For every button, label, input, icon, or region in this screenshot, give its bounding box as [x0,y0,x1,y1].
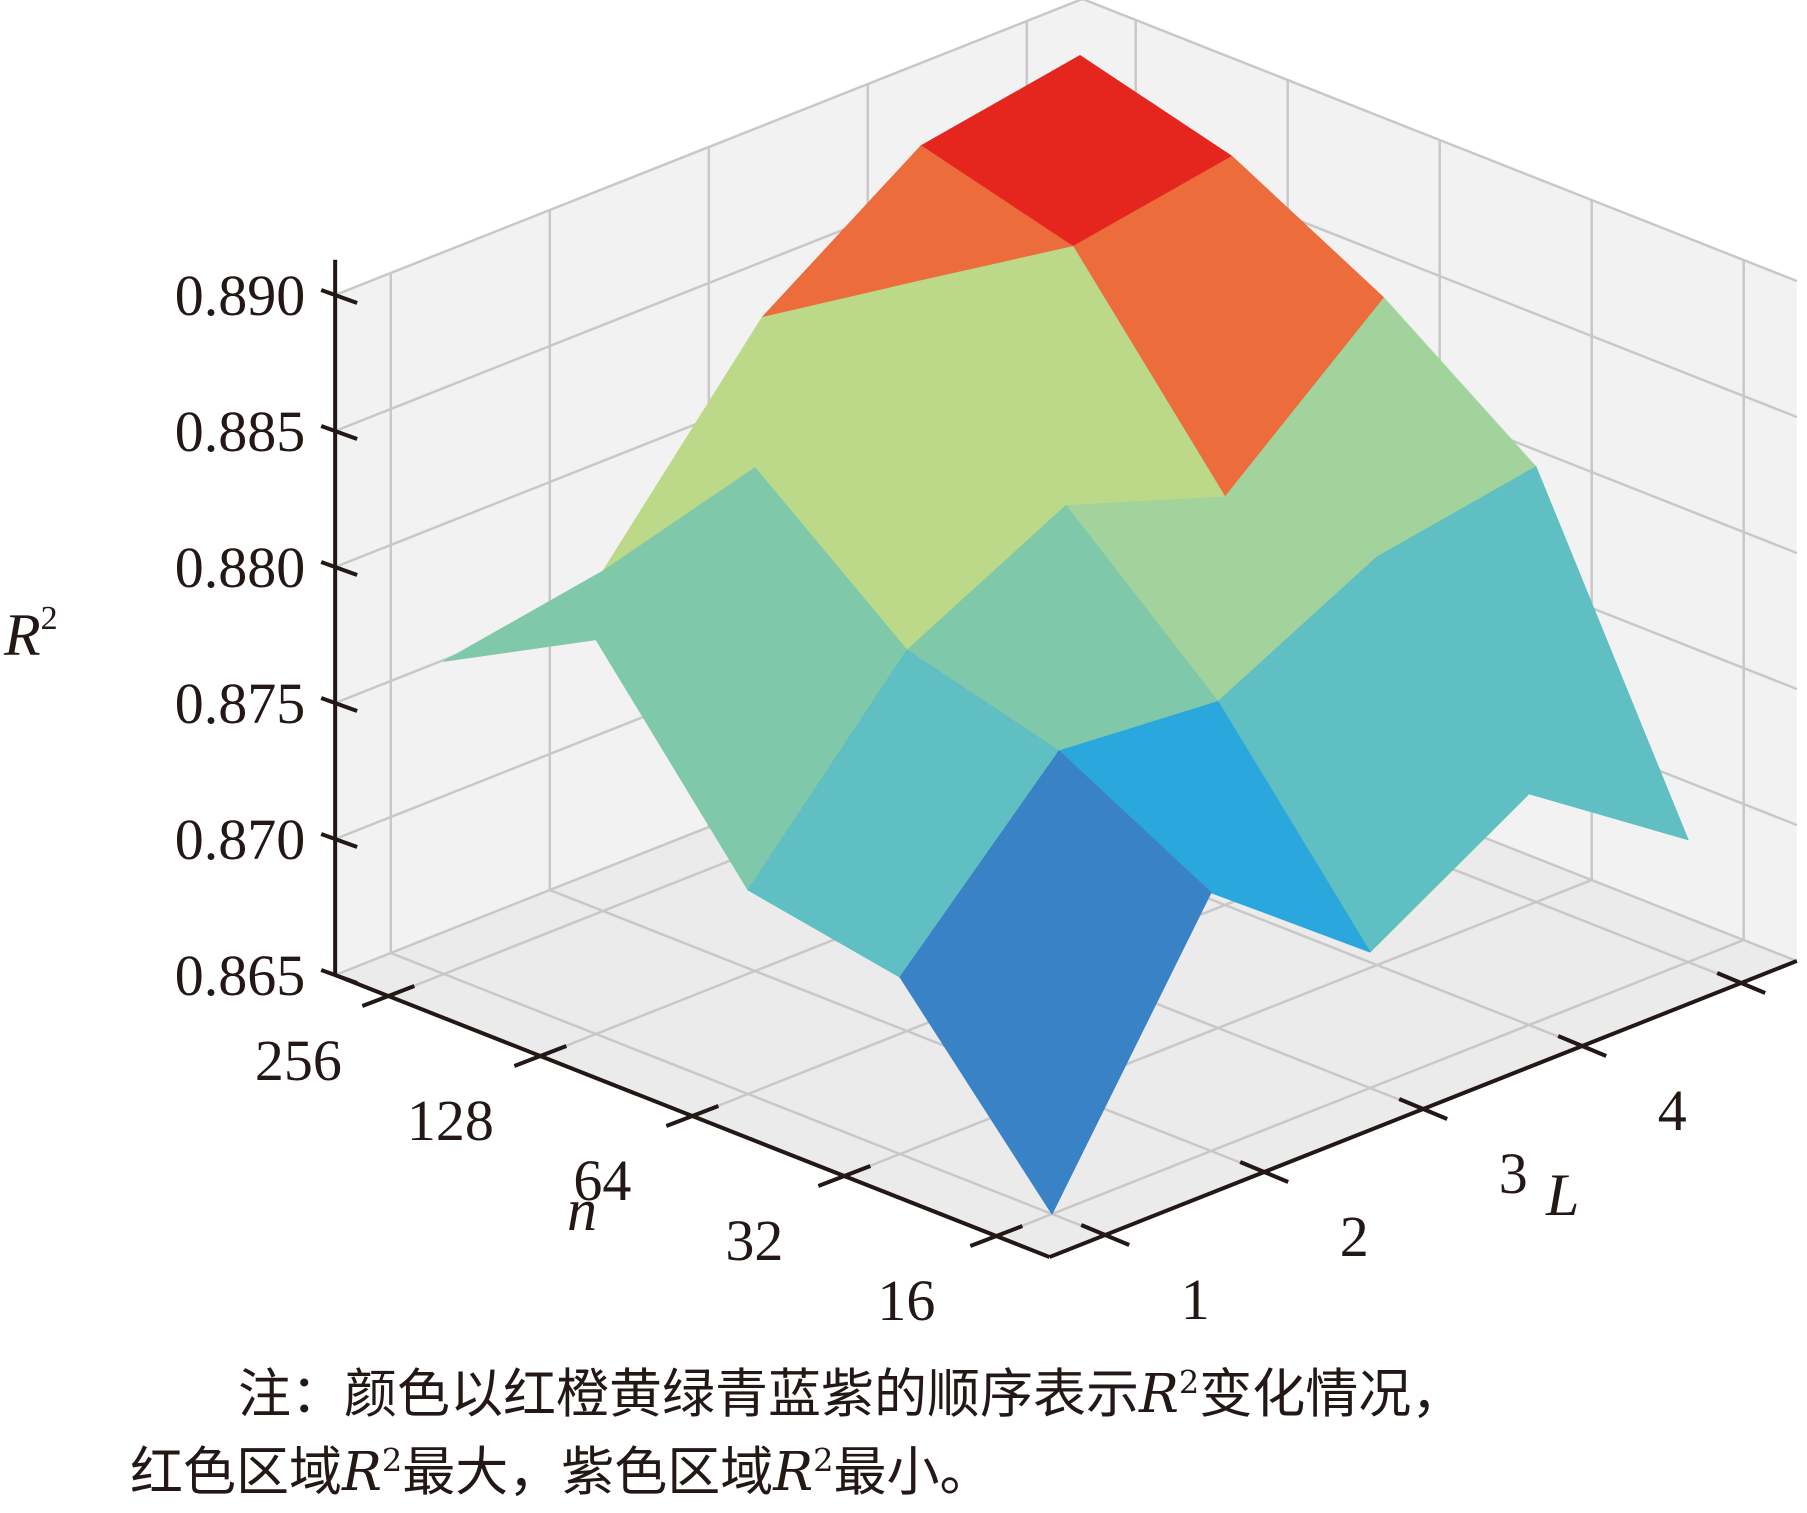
z-tick [320,968,358,985]
z-tick [320,288,358,305]
surface-chart: 163264128256123450.8650.8700.8750.8800.8… [3,0,1798,1330]
z-tick [320,832,358,849]
surface-mesh [443,55,1689,1215]
tick-labels: 163264128256123450.8650.8700.8750.8800.8… [175,263,1687,1330]
l-tick-label: 4 [1658,1078,1687,1143]
z-tick-label: 0.880 [175,535,306,600]
l-tick-label: 2 [1340,1204,1369,1269]
n-tick-label: 256 [255,1028,342,1093]
x-axis-title: n [567,1177,597,1243]
l-tick [1398,1097,1448,1121]
l-tick [1557,1034,1607,1058]
l-tick [1716,971,1766,995]
n-tick-label: 128 [407,1088,494,1153]
z-tick-label: 0.870 [175,807,306,872]
n-tick [665,1104,720,1128]
z-tick [320,560,358,577]
z-tick [320,696,358,713]
caption-note-line-1: 注：颜色以红橙黄绿青蓝紫的顺序表示R2变化情况， [238,1363,1465,1425]
l-tick-label: 3 [1499,1141,1528,1206]
l-tick [1080,1223,1130,1247]
z-tick [320,424,358,441]
z-tick-label: 0.865 [175,943,306,1008]
n-tick-label: 32 [725,1208,783,1273]
axis-titles: R2 n L [3,600,1579,1243]
n-tick-label: 64 [573,1148,631,1213]
l-tick [1239,1160,1289,1184]
n-tick [817,1164,872,1188]
n-tick [361,984,416,1008]
axes [320,259,1798,1259]
z-tick-label: 0.875 [175,671,306,736]
z-tick-label: 0.885 [175,399,306,464]
grid-line-z [334,0,1798,297]
y-axis-title: L [1545,1162,1579,1228]
z-axis-title: R2 [3,600,58,668]
caption-note-line-2: 红色区域R2最大，紫色区域R2最小。 [130,1441,993,1503]
l-tick-label: 1 [1181,1267,1210,1330]
n-tick-label: 16 [877,1268,935,1330]
surface-facet [899,750,1212,1215]
n-tick [513,1044,568,1068]
z-tick-label: 0.890 [175,263,306,328]
n-tick [969,1224,1024,1248]
